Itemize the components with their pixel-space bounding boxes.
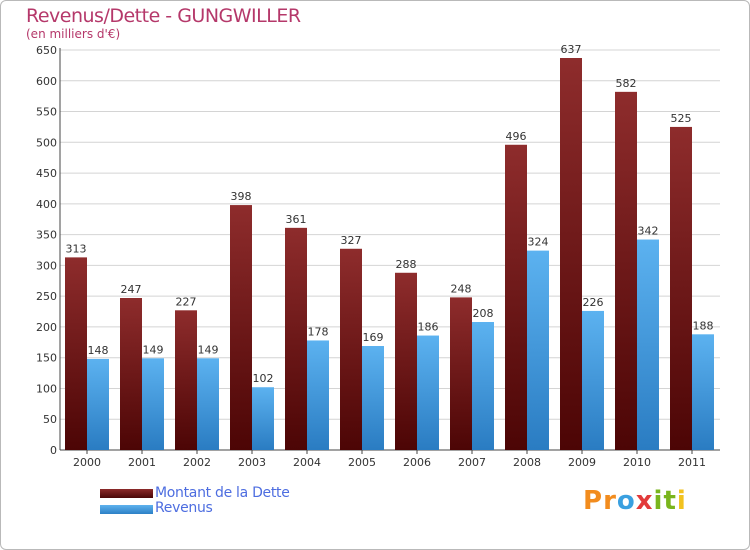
y-tick-label: 450 [36,167,57,180]
bar-dette [340,248,362,450]
y-tick-label: 100 [36,382,57,395]
data-label-revenus: 178 [308,325,329,338]
bar-revenus [637,239,659,450]
chart-title: Revenus/Dette - GUNGWILLER [26,5,301,27]
data-label-revenus: 226 [583,296,604,309]
bar-revenus [527,250,549,450]
bar-dette [505,144,527,450]
bar-revenus [582,310,604,450]
logo-letter: t [663,486,677,516]
x-tick-label: 2010 [623,456,651,469]
logo-letter: r [603,486,617,516]
logo-letter: i [653,486,664,516]
y-tick-label: 50 [43,413,57,426]
x-tick-label: 2001 [128,456,156,469]
x-tick-label: 2006 [403,456,431,469]
x-tick-label: 2007 [458,456,486,469]
data-label-revenus: 149 [198,343,219,356]
data-label-dette: 361 [286,213,307,226]
bar-revenus [362,346,384,450]
logo-letter: P [583,486,604,516]
data-label-revenus: 186 [418,321,439,334]
data-label-revenus: 208 [473,307,494,320]
bar-dette [450,297,472,450]
y-tick-label: 550 [36,106,57,119]
logo-letter: o [616,486,636,516]
bar-dette [615,91,637,450]
data-label-dette: 582 [616,77,637,90]
legend-label-revenus: Revenus [155,500,213,516]
data-label-dette: 227 [176,295,197,308]
y-tick-label: 150 [36,352,57,365]
bar-dette [395,272,417,450]
bar-revenus [197,358,219,450]
bar-dette [120,298,142,450]
logo-letter: i [676,486,687,516]
bar-dette [65,257,87,450]
data-label-revenus: 324 [528,236,549,249]
y-tick-label: 250 [36,290,57,303]
bar-dette [285,227,307,450]
data-label-dette: 525 [671,112,692,125]
data-label-revenus: 149 [143,343,164,356]
y-tick-label: 400 [36,198,57,211]
y-tick-label: 350 [36,229,57,242]
bar-chart: 0 50 100 150 200 250 300 350 400 450 500 550 600 650 2… [36,43,720,469]
y-tick-label: 650 [36,44,57,57]
logo-letter: x [635,486,654,516]
x-tick-label: 2002 [183,456,211,469]
data-label-dette: 247 [121,283,142,296]
data-label-dette: 637 [561,43,582,56]
y-tick-label: 0 [50,444,57,457]
bar-revenus [142,358,164,450]
x-tick-label: 2008 [513,456,541,469]
chart-subtitle: (en milliers d'€) [26,27,121,41]
x-tick-label: 2000 [73,456,101,469]
data-label-revenus: 169 [363,331,384,344]
legend-label-dette: Montant de la Dette [155,485,290,501]
x-tick-label: 2011 [678,456,706,469]
x-tick-label: 2004 [293,456,321,469]
bar-revenus [307,340,329,450]
y-tick-label: 500 [36,136,57,149]
data-label-dette: 313 [66,242,87,255]
y-tick-label: 600 [36,75,57,88]
y-tick-label: 300 [36,259,57,272]
legend-swatch-revenus [100,505,153,514]
x-tick-label: 2005 [348,456,376,469]
bar-revenus [692,334,714,450]
bar-revenus [417,335,439,450]
bar-dette [560,58,582,450]
data-label-dette: 496 [506,130,527,143]
bar-dette [175,310,197,450]
bar-dette [670,126,692,450]
data-label-dette: 248 [451,282,472,295]
data-label-revenus: 188 [693,319,714,332]
bar-revenus [87,358,109,450]
legend-swatch-dette [100,489,153,498]
x-tick-label: 2003 [238,456,266,469]
data-label-revenus: 102 [253,372,274,385]
bar-revenus [472,322,494,450]
data-label-revenus: 342 [638,225,659,238]
data-label-dette: 398 [231,190,252,203]
bar-dette [230,205,252,450]
y-tick-label: 200 [36,321,57,334]
data-label-dette: 327 [341,234,362,247]
bar-revenus [252,387,274,450]
data-label-dette: 288 [396,258,417,271]
x-tick-label: 2009 [568,456,596,469]
data-label-revenus: 148 [88,344,109,357]
proxiti-logo: Proxiti [583,486,687,516]
